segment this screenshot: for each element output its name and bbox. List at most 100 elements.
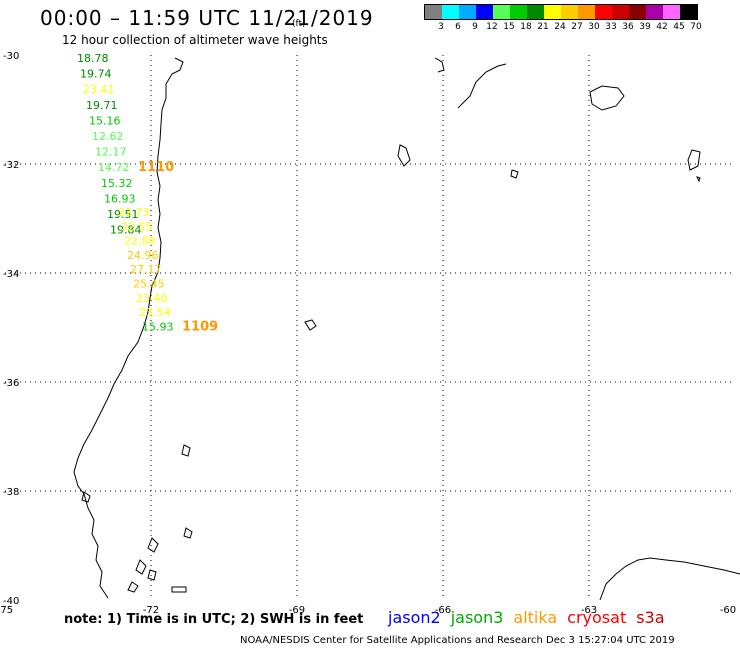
longitude-label: -69 — [289, 605, 305, 616]
wave-height-value: 19.84 — [110, 224, 142, 237]
legend-swatch — [578, 5, 595, 19]
legend-value: 42 — [656, 22, 668, 32]
wave-height-value: 22.73 — [118, 206, 150, 219]
wave-height-value: 15.93 — [142, 320, 174, 333]
latitude-label: -32 — [3, 160, 19, 171]
legend-swatch — [561, 5, 578, 19]
wave-height-value: 16.93 — [104, 192, 136, 205]
color-legend: 3 6 9 12 15 18 21 24 27 30 33 36 39 42 45 70 — [424, 4, 702, 32]
legend-swatch — [663, 5, 680, 19]
legend-swatch — [493, 5, 510, 19]
legend-swatch — [476, 5, 493, 19]
island-8 — [81, 491, 91, 503]
satellite-s3a: s3a — [636, 608, 665, 627]
legend-swatch — [629, 5, 646, 19]
satellite-legend: jason2 jason3 altika cryosat s3a — [388, 608, 675, 627]
south-coast — [599, 557, 740, 601]
satellite-jason2: jason2 — [388, 608, 441, 627]
wave-height-value: 25.45 — [133, 278, 165, 291]
legend-swatch — [544, 5, 561, 19]
latitude-label: -40 — [3, 596, 19, 607]
island-1 — [147, 537, 159, 553]
latitude-label: -34 — [3, 269, 19, 280]
legend-labels: 3 6 9 12 15 18 21 24 27 30 33 36 39 42 45 70 — [424, 20, 702, 32]
page-title: 00:00 – 11:59 UTC 11/21/2019 — [40, 6, 374, 30]
wave-height-value: 24.96 — [127, 249, 159, 262]
wave-height-value: 12.17 — [95, 146, 127, 159]
island-7 — [127, 581, 139, 593]
legend-value: 33 — [605, 22, 617, 32]
wave-height-value: 22.88 — [124, 235, 156, 248]
track-time-label: 1109 — [182, 319, 218, 334]
satellite-jason3: jason3 — [450, 608, 504, 627]
wave-height-value: 23.40 — [136, 292, 168, 305]
island-2 — [181, 444, 191, 457]
island-13 — [687, 149, 701, 171]
island-9 — [304, 319, 317, 331]
legend-value: 3 — [438, 22, 444, 32]
island-6 — [171, 586, 187, 593]
legend-unit: (ft) — [292, 19, 306, 29]
latitude-label: -38 — [3, 487, 19, 498]
legend-value: 24 — [554, 22, 566, 32]
island-10 — [397, 144, 411, 167]
track-1110: 18.78 19.74 23.41 19.71 15.16 12.62 12.17 14.72… — [77, 52, 174, 237]
legend-value: 12 — [486, 22, 498, 32]
wave-height-value: 15.32 — [101, 177, 133, 190]
legend-swatch — [459, 5, 476, 19]
legend-value: 27 — [571, 22, 583, 32]
latitude-label: -30 — [3, 51, 19, 62]
island-11 — [510, 169, 519, 179]
wave-height-value: 19.51 — [107, 208, 139, 221]
longitude-label: -75 — [0, 605, 13, 616]
longitude-label: -66 — [435, 605, 451, 616]
legend-value: 30 — [588, 22, 600, 32]
africa-coast — [434, 57, 507, 109]
wave-height-value: 23.54 — [139, 306, 171, 319]
satellite-altika: altika — [513, 608, 558, 627]
wave-height-value: 19.74 — [80, 68, 112, 81]
wave-height-value: 19.71 — [86, 99, 118, 112]
satellite-cryosat: cryosat — [567, 608, 627, 627]
graticule — [5, 55, 735, 600]
longitude-label: -72 — [143, 605, 159, 616]
chile-coastline — [73, 57, 184, 599]
longitude-label: -63 — [581, 605, 597, 616]
wave-height-value: 18.78 — [77, 52, 109, 65]
legend-value: 36 — [622, 22, 634, 32]
island-3 — [183, 527, 193, 539]
legend-swatch — [527, 5, 544, 19]
legend-value: 9 — [472, 22, 478, 32]
footnote: note: 1) Time is in UTC; 2) SWH is in fe… — [64, 612, 364, 627]
island-5 — [147, 569, 157, 581]
legend-value: 39 — [639, 22, 651, 32]
wave-height-value: 15.16 — [89, 114, 121, 127]
legend-value: 45 — [673, 22, 685, 32]
legend-swatch — [510, 5, 527, 19]
legend-swatch — [612, 5, 629, 19]
wave-height-value: 23.41 — [83, 83, 115, 96]
legend-swatch — [680, 5, 697, 19]
legend-swatch — [595, 5, 612, 19]
wave-height-value: 12.62 — [92, 130, 124, 143]
altimeter-tracks: 18.78 19.74 23.41 19.71 15.16 12.62 12.17 14.72… — [77, 52, 218, 334]
island-4 — [135, 559, 147, 575]
latitude-label: -36 — [3, 378, 19, 389]
island-14 — [696, 176, 701, 183]
legend-value: 21 — [537, 22, 549, 32]
axis-labels: -75 -72 -69 -66 -63 -60 -30 -32 -34 -36 -38 -40 — [0, 51, 736, 616]
legend-swatches — [424, 4, 698, 20]
island-12 — [589, 85, 625, 111]
wave-height-value: 22.55 — [121, 220, 153, 233]
coastline — [73, 57, 740, 601]
wave-height-value: 14.72 — [98, 161, 130, 174]
legend-value: 18 — [520, 22, 532, 32]
legend-swatch — [646, 5, 663, 19]
track-time-label: 1110 — [138, 160, 174, 175]
longitude-label: -60 — [720, 605, 736, 616]
legend-value: 15 — [503, 22, 515, 32]
legend-swatch — [425, 5, 442, 19]
